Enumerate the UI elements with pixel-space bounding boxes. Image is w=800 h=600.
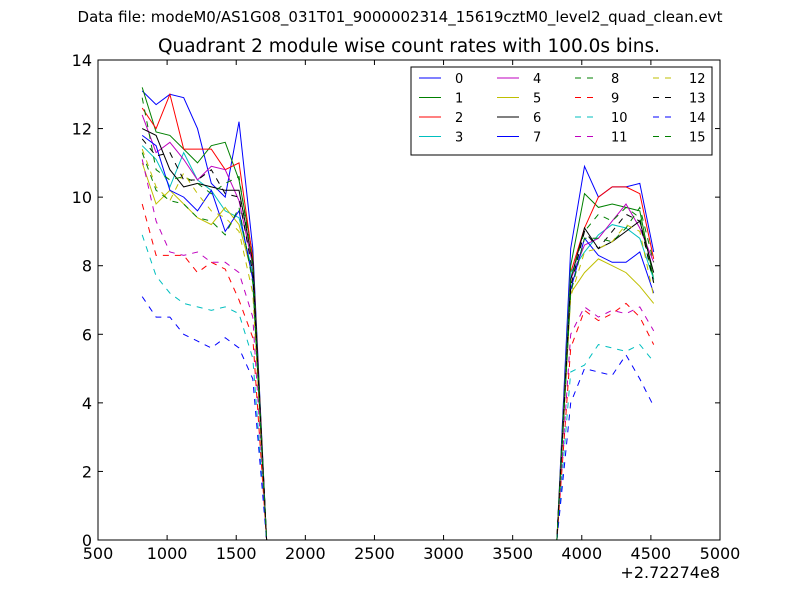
- legend-label-5: 5: [533, 92, 541, 107]
- legend-label-0: 0: [455, 72, 463, 87]
- legend-label-10: 10: [611, 111, 628, 126]
- y-tick-label: 8: [82, 257, 92, 276]
- legend-label-15: 15: [689, 131, 706, 146]
- x-tick-label: 500: [83, 544, 114, 563]
- legend-label-12: 12: [689, 72, 706, 87]
- legend-label-11: 11: [611, 131, 628, 146]
- series-line-2: [141, 92, 655, 540]
- x-tick-label: 2000: [285, 544, 326, 563]
- series-line-7: [141, 134, 655, 540]
- y-tick-label: 4: [82, 394, 92, 413]
- series-line-11: [141, 159, 655, 540]
- y-tick-label: 10: [72, 188, 92, 207]
- y-tick-label: 12: [72, 120, 92, 139]
- x-offset-label: +2.72274e8: [620, 563, 720, 582]
- x-tick-label: 1500: [216, 544, 257, 563]
- legend-label-3: 3: [455, 131, 463, 146]
- series-line-5: [141, 162, 655, 540]
- x-tick-label: 2500: [354, 544, 395, 563]
- x-tick-label: 3500: [492, 544, 533, 563]
- x-tick-label: 3000: [423, 544, 464, 563]
- legend-label-1: 1: [455, 92, 463, 107]
- x-tick-label: 5000: [700, 544, 741, 563]
- legend-label-7: 7: [533, 131, 541, 146]
- legend-label-2: 2: [455, 111, 463, 126]
- data-file-title: Data file: modeM0/AS1G08_031T01_90000023…: [77, 8, 723, 26]
- y-tick-label: 0: [82, 531, 92, 550]
- plot-frame: [97, 59, 721, 541]
- legend-label-13: 13: [689, 92, 706, 107]
- series-line-0: [141, 90, 655, 540]
- legend-box: [410, 66, 713, 156]
- series-line-4: [141, 114, 655, 540]
- x-tick-label: 4000: [561, 544, 602, 563]
- chart-title: Quadrant 2 module wise count rates with …: [157, 36, 661, 57]
- series-line-10: [141, 234, 655, 540]
- y-tick-label: 2: [82, 462, 92, 481]
- series-line-13: [141, 138, 655, 540]
- series-line-14: [141, 296, 655, 540]
- y-tick-label: 6: [82, 325, 92, 344]
- legend-label-4: 4: [533, 72, 541, 87]
- x-tick-label: 1000: [147, 544, 188, 563]
- legend-label-6: 6: [533, 111, 541, 126]
- series-line-8: [141, 97, 655, 540]
- y-tick-label: 14: [72, 51, 92, 70]
- legend-label-8: 8: [611, 72, 619, 87]
- legend-label-14: 14: [689, 111, 706, 126]
- legend-label-9: 9: [611, 92, 619, 107]
- series-line-3: [141, 145, 655, 540]
- series-line-12: [141, 148, 655, 540]
- x-tick-label: 4500: [631, 544, 672, 563]
